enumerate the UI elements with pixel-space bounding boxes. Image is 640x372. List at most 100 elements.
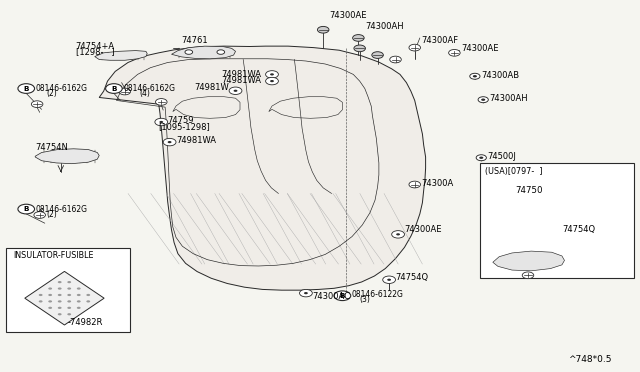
Text: 74300AH: 74300AH bbox=[490, 94, 528, 103]
Circle shape bbox=[334, 291, 351, 301]
Polygon shape bbox=[172, 46, 236, 59]
Text: 74300AC: 74300AC bbox=[312, 292, 350, 301]
Circle shape bbox=[58, 313, 61, 315]
Circle shape bbox=[185, 50, 193, 54]
Text: 08146-6122G: 08146-6122G bbox=[352, 290, 404, 299]
Circle shape bbox=[168, 141, 172, 143]
Circle shape bbox=[67, 313, 71, 315]
Circle shape bbox=[58, 300, 61, 302]
Circle shape bbox=[229, 87, 242, 94]
Circle shape bbox=[106, 84, 122, 93]
Circle shape bbox=[476, 155, 486, 161]
Circle shape bbox=[163, 138, 176, 146]
Circle shape bbox=[77, 300, 81, 302]
Circle shape bbox=[522, 272, 534, 279]
Circle shape bbox=[449, 49, 460, 56]
Circle shape bbox=[353, 35, 364, 41]
Circle shape bbox=[58, 288, 61, 290]
Circle shape bbox=[58, 281, 61, 283]
Text: (2): (2) bbox=[46, 89, 57, 98]
Text: 08146-6162G: 08146-6162G bbox=[36, 205, 88, 214]
Circle shape bbox=[409, 44, 420, 51]
Text: (USA)[0797-  ]: (USA)[0797- ] bbox=[485, 167, 543, 176]
Text: 74500J: 74500J bbox=[488, 152, 516, 161]
Polygon shape bbox=[99, 46, 426, 290]
Text: 08146-6162G: 08146-6162G bbox=[36, 84, 88, 93]
Text: [1095-1298]: [1095-1298] bbox=[159, 122, 211, 131]
Circle shape bbox=[58, 294, 61, 296]
Circle shape bbox=[217, 50, 225, 54]
Text: 74759: 74759 bbox=[168, 116, 194, 125]
Text: 74981W: 74981W bbox=[195, 83, 229, 92]
Text: [1298-   ]: [1298- ] bbox=[76, 48, 114, 57]
Circle shape bbox=[300, 289, 312, 297]
Circle shape bbox=[58, 307, 61, 309]
Circle shape bbox=[48, 294, 52, 296]
Text: ^748*0.5: ^748*0.5 bbox=[568, 355, 612, 364]
Text: 74754Q: 74754Q bbox=[396, 273, 429, 282]
Polygon shape bbox=[493, 251, 564, 271]
Text: B: B bbox=[340, 293, 345, 299]
Circle shape bbox=[354, 45, 365, 52]
Text: 74761: 74761 bbox=[182, 36, 209, 45]
Circle shape bbox=[86, 294, 90, 296]
Circle shape bbox=[156, 99, 167, 105]
Text: 74300A: 74300A bbox=[421, 179, 453, 188]
Text: 74300AE: 74300AE bbox=[404, 225, 442, 234]
Text: 74754N: 74754N bbox=[35, 143, 68, 152]
Circle shape bbox=[266, 77, 278, 85]
Circle shape bbox=[270, 80, 274, 82]
Circle shape bbox=[48, 300, 52, 302]
Circle shape bbox=[317, 26, 329, 33]
Text: 74981WA: 74981WA bbox=[221, 76, 261, 85]
Circle shape bbox=[67, 281, 71, 283]
Circle shape bbox=[77, 288, 81, 290]
Circle shape bbox=[383, 276, 396, 283]
Text: 08146-6162G: 08146-6162G bbox=[124, 84, 175, 93]
Circle shape bbox=[396, 233, 400, 235]
Circle shape bbox=[266, 71, 278, 78]
Text: 74300AB: 74300AB bbox=[481, 71, 520, 80]
Circle shape bbox=[39, 294, 43, 296]
Circle shape bbox=[390, 56, 401, 63]
Circle shape bbox=[473, 75, 477, 77]
Circle shape bbox=[18, 204, 35, 214]
Circle shape bbox=[479, 157, 483, 159]
Circle shape bbox=[48, 288, 52, 290]
Text: 74754+A: 74754+A bbox=[76, 42, 115, 51]
Circle shape bbox=[18, 84, 35, 93]
Text: B: B bbox=[24, 206, 29, 212]
Text: 74300AH: 74300AH bbox=[365, 22, 403, 31]
Circle shape bbox=[409, 181, 420, 188]
Circle shape bbox=[77, 294, 81, 296]
Text: (4): (4) bbox=[140, 89, 150, 98]
Circle shape bbox=[387, 279, 391, 281]
Circle shape bbox=[67, 307, 71, 309]
Circle shape bbox=[77, 307, 81, 309]
Text: (3): (3) bbox=[360, 295, 371, 304]
Circle shape bbox=[470, 73, 480, 79]
Text: 74300AE: 74300AE bbox=[329, 11, 367, 20]
FancyBboxPatch shape bbox=[480, 163, 634, 278]
Circle shape bbox=[48, 307, 52, 309]
Circle shape bbox=[155, 118, 168, 126]
Circle shape bbox=[86, 300, 90, 302]
Circle shape bbox=[67, 288, 71, 290]
Text: -74982R: -74982R bbox=[67, 318, 102, 327]
Text: (2): (2) bbox=[46, 210, 57, 219]
Circle shape bbox=[234, 90, 237, 92]
Circle shape bbox=[67, 294, 71, 296]
Text: 74754Q: 74754Q bbox=[562, 225, 595, 234]
Text: B: B bbox=[111, 86, 116, 92]
Circle shape bbox=[372, 52, 383, 58]
Text: 74750: 74750 bbox=[515, 186, 543, 195]
Circle shape bbox=[478, 97, 488, 103]
Circle shape bbox=[67, 300, 71, 302]
Circle shape bbox=[304, 292, 308, 294]
Circle shape bbox=[34, 212, 45, 218]
Circle shape bbox=[119, 88, 131, 95]
Circle shape bbox=[159, 121, 163, 123]
Polygon shape bbox=[25, 272, 104, 325]
Circle shape bbox=[39, 300, 43, 302]
Text: 74981WA: 74981WA bbox=[176, 136, 216, 145]
